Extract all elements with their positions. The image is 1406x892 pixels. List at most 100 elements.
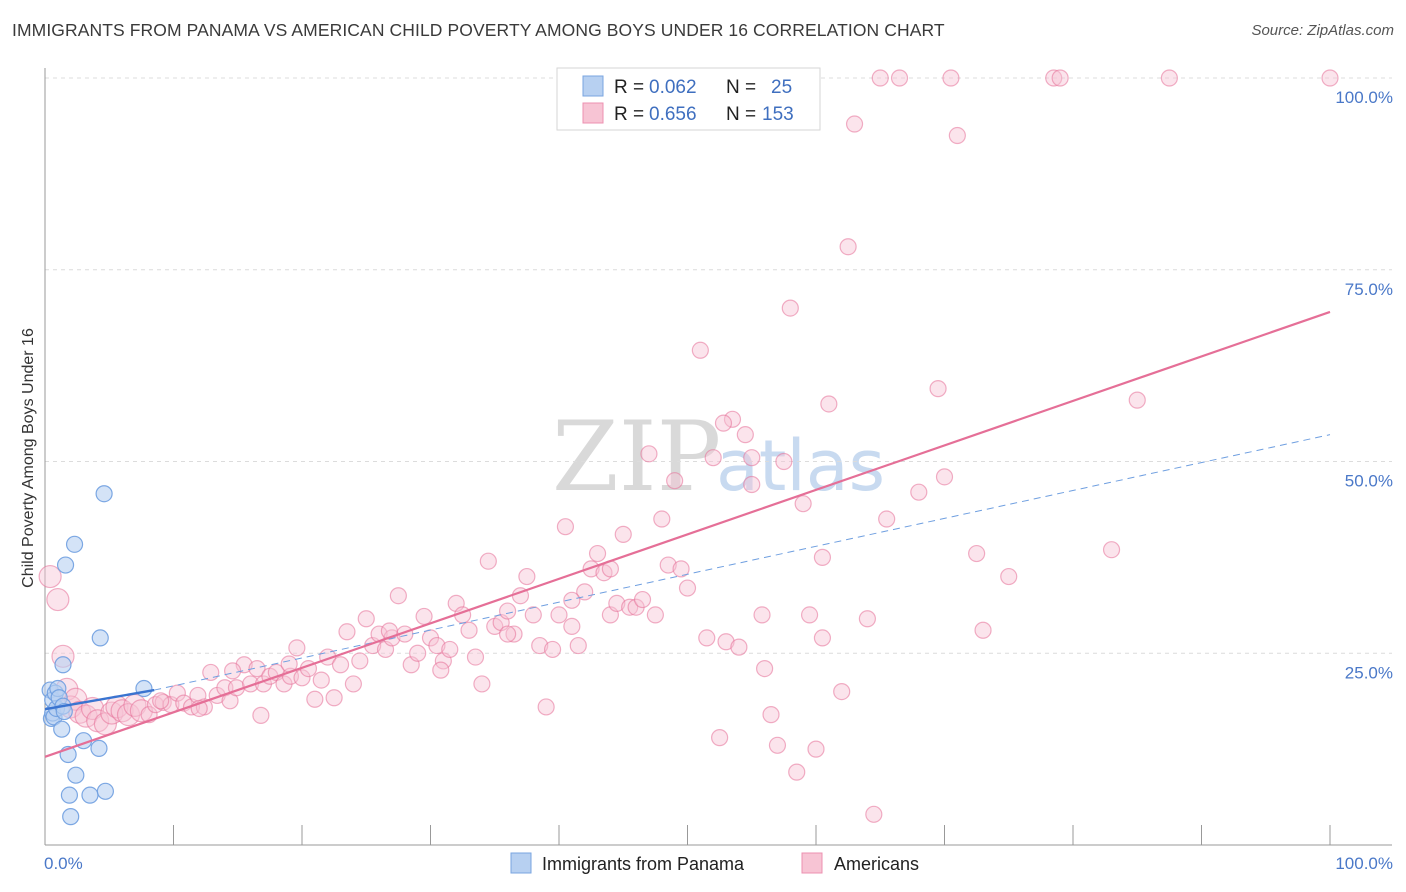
point-panama (54, 656, 72, 674)
point-americans (312, 671, 330, 689)
point-americans (666, 472, 684, 490)
trend-lines (44, 310, 1331, 758)
chart-title: IMMIGRANTS FROM PANAMA VS AMERICAN CHILD… (12, 20, 945, 40)
point-panama (90, 739, 108, 757)
point-americans (556, 518, 575, 536)
point-americans (1051, 69, 1069, 87)
point-americans (730, 638, 748, 656)
point-americans (293, 669, 311, 687)
legend-r-label-americans: R = (614, 104, 644, 125)
point-americans (723, 410, 742, 428)
point-americans (768, 736, 787, 754)
point-americans (563, 591, 581, 609)
point-americans (678, 579, 697, 597)
point-americans (389, 587, 407, 605)
point-americans (129, 699, 153, 723)
y-tick-label: 75.0% (1345, 280, 1393, 299)
point-americans (1160, 69, 1178, 87)
point-americans (691, 341, 709, 359)
point-panama (91, 629, 109, 647)
point-americans (110, 699, 134, 723)
point-panama (62, 808, 80, 826)
point-americans (813, 548, 832, 566)
bottom-legend-label-americans: Americans (834, 854, 919, 874)
point-americans (357, 610, 375, 628)
point-americans (813, 629, 832, 647)
point-americans (659, 556, 677, 574)
x-tick-label: 100.0% (1335, 854, 1393, 873)
point-americans (428, 636, 446, 655)
point-panama (65, 535, 84, 553)
point-americans (974, 621, 992, 639)
point-americans (1000, 567, 1018, 586)
watermark-zip: ZIP (552, 401, 721, 513)
point-americans (753, 606, 771, 624)
point-americans (653, 510, 671, 528)
bottom-legend-label-panama: Immigrants from Panama (542, 854, 745, 874)
point-americans (152, 692, 170, 710)
point-americans (833, 682, 851, 701)
point-panama (53, 720, 71, 738)
legend-r-value-americans: 0.656 (649, 104, 697, 125)
point-americans (736, 426, 754, 444)
y-tick-label: 25.0% (1345, 663, 1393, 682)
point-americans (711, 729, 729, 747)
point-americans (968, 544, 986, 563)
point-americans (794, 495, 812, 513)
point-panama (135, 679, 153, 698)
point-americans (460, 621, 478, 639)
legend-swatch-americans (582, 102, 604, 124)
legend-n-label-americans: N = (726, 104, 756, 125)
point-americans (518, 567, 536, 586)
point-americans (499, 602, 517, 620)
tick-labels: 25.0% 50.0% 75.0% 100.0% 0.0% 100.0% (44, 88, 1393, 873)
legend-n-value-americans: 153 (762, 104, 794, 125)
point-americans (1045, 69, 1063, 87)
point-americans (441, 640, 459, 659)
point-americans (351, 652, 369, 670)
point-americans (762, 706, 780, 724)
point-americans (890, 69, 909, 87)
correlation-legend: R = 0.062 N = 25 R = 0.656 N = 153 (556, 67, 821, 131)
point-americans (479, 552, 497, 570)
point-americans (640, 445, 658, 463)
point-americans (325, 689, 343, 707)
point-americans (252, 706, 270, 724)
trend-americans (44, 310, 1331, 758)
point-americans (614, 525, 632, 543)
point-panama (56, 556, 75, 574)
point-americans (775, 452, 793, 471)
point-americans (672, 560, 690, 578)
bottom-legend-swatch-americans (801, 852, 823, 874)
series-legend: Immigrants from Panama Americans (510, 852, 919, 874)
point-americans (38, 564, 62, 589)
point-panama (96, 782, 114, 800)
source-credit: Source: ZipAtlas.com (1251, 22, 1394, 39)
point-americans (563, 617, 581, 636)
point-americans (839, 238, 857, 256)
y-tick-label: 100.0% (1335, 88, 1393, 107)
point-americans (224, 662, 242, 680)
point-americans (878, 510, 896, 528)
point-americans (621, 598, 639, 616)
point-americans (550, 606, 568, 624)
point-americans (781, 299, 799, 317)
point-americans (807, 740, 825, 758)
point-americans (743, 475, 761, 494)
legend-n-value-panama: 25 (771, 77, 792, 98)
x-tick-label: 0.0% (44, 854, 83, 873)
point-americans (306, 690, 324, 708)
point-americans (46, 587, 70, 612)
point-americans (531, 636, 549, 655)
point-americans (409, 644, 427, 662)
point-americans (942, 69, 960, 87)
point-americans (935, 468, 954, 486)
point-americans (717, 633, 735, 651)
point-americans (344, 675, 362, 693)
point-americans (415, 607, 433, 626)
point-americans (743, 449, 761, 467)
watermark-atlas: atlas (716, 425, 885, 507)
point-americans (168, 684, 186, 702)
point-panama (95, 485, 113, 503)
legend-n-label-panama: N = (726, 77, 756, 98)
